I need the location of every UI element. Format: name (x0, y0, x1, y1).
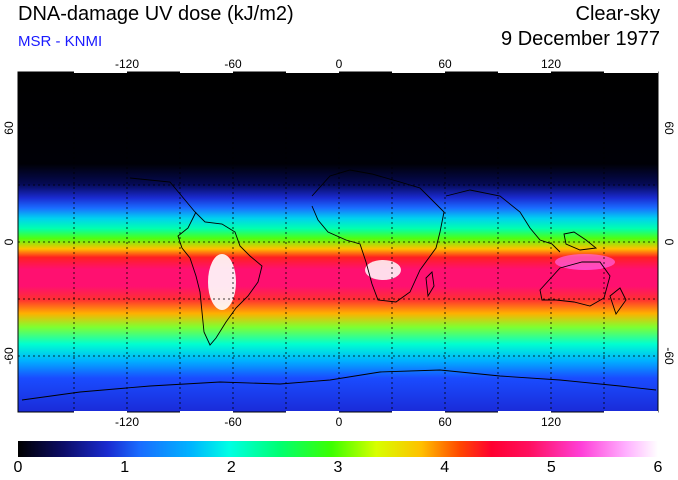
lon-tick-label: 120 (541, 415, 561, 429)
lon-tick-label: -60 (224, 415, 242, 429)
colorbar (18, 441, 658, 457)
date-label: 9 December 1977 (501, 28, 660, 50)
colorbar-tick-label: 4 (440, 459, 450, 476)
colorbar-tick-label: 2 (226, 459, 236, 476)
lat-tick-label: 0 (662, 239, 676, 246)
lon-tick-label: -60 (224, 57, 242, 71)
lat-tick-label: 60 (662, 121, 676, 135)
map-border (17, 71, 659, 413)
sky-condition-label: Clear-sky (575, 3, 660, 25)
lon-tick-label: 60 (438, 57, 452, 71)
source-label: MSR - KNMI (18, 33, 103, 50)
lon-tick-label: 0 (336, 415, 343, 429)
colorbar-tick-label: 3 (333, 459, 343, 476)
lat-tick-label: 0 (2, 238, 16, 245)
lat-tick-label: 60 (2, 121, 16, 135)
colorbar-tick-label: 5 (546, 459, 556, 476)
graticule (18, 72, 658, 412)
lat-tick-label: -60 (662, 347, 676, 365)
lon-tick-label: -120 (115, 57, 139, 71)
lat-tick-label: -60 (2, 347, 16, 365)
lon-tick-label: -120 (115, 415, 139, 429)
uv-dose-map: -120 -60 0 60 120 -120 -60 0 60 120 60 0… (2, 57, 676, 429)
colorbar-tick-label: 0 (13, 459, 23, 476)
map-title: DNA-damage UV dose (kJ/m2) (18, 3, 294, 25)
colorbar-tick-label: 6 (653, 459, 663, 476)
lon-tick-label: 60 (438, 415, 452, 429)
lon-tick-label: 120 (541, 57, 561, 71)
lon-tick-label: 0 (336, 57, 343, 71)
colorbar-tick-label: 1 (120, 459, 130, 476)
